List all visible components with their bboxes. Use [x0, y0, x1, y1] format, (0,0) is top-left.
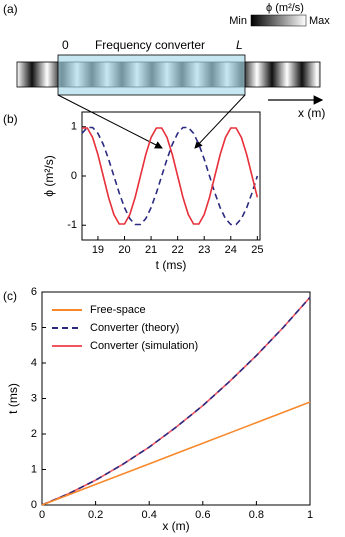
- pointer: [57, 94, 163, 149]
- y-tick-label: 4: [31, 357, 37, 369]
- x-tick-label: 20: [118, 244, 130, 256]
- colorbar: [250, 14, 307, 27]
- pointer: [194, 94, 246, 149]
- line-series: [41, 296, 311, 506]
- y-tick-label: 6: [31, 286, 37, 298]
- x-axis-label: x (m): [162, 519, 189, 533]
- x-tick-label: 24: [225, 244, 237, 256]
- panel-label: (a): [3, 2, 18, 16]
- line-series: [82, 127, 259, 225]
- x-tick-label: 0.6: [195, 509, 210, 521]
- y-tick-label: 3: [31, 392, 37, 404]
- line-series: [41, 401, 311, 506]
- y-tick-label: 0: [71, 170, 77, 182]
- x-tick-label: 23: [198, 244, 210, 256]
- y-axis-label: ϕ (m²/s): [42, 155, 56, 196]
- legend-label: Free-space: [90, 304, 146, 316]
- y-tick-label: 0: [31, 499, 37, 511]
- x-tick-label: 19: [92, 244, 104, 256]
- plot-frame: [81, 111, 261, 241]
- panel-label: (b): [3, 112, 18, 126]
- x-tick-label: 0.4: [142, 509, 157, 521]
- y-tick-label: 1: [71, 121, 77, 133]
- converter-label: Frequency converter: [95, 38, 205, 52]
- x-axis-label: x (m): [298, 106, 325, 120]
- y-tick-label: 1: [31, 463, 37, 475]
- legend-label: Converter (simulation): [90, 340, 198, 352]
- x-tick-label: 1: [307, 509, 313, 521]
- line-series: [81, 126, 259, 226]
- x-tick-label: 22: [172, 244, 184, 256]
- panel-a: (a) ϕ (m²/s) Min Max 0 Frequency convert…: [3, 2, 330, 149]
- colorbar-max: Max: [309, 15, 330, 27]
- x-tick-label: 0: [39, 509, 45, 521]
- x-tick-label: 0.2: [88, 509, 103, 521]
- converter-box: [57, 54, 246, 96]
- colorbar-min: Min: [229, 15, 247, 27]
- y-tick-label: 2: [31, 428, 37, 440]
- x-tick-label: 21: [145, 244, 157, 256]
- start-label: 0: [62, 38, 69, 52]
- panel-label: (c): [3, 289, 17, 303]
- y-axis-label: t (ms): [6, 383, 20, 414]
- y-tick-label: -1: [67, 219, 77, 231]
- y-tick-label: 5: [31, 321, 37, 333]
- x-tick-label: 25: [251, 244, 263, 256]
- end-label: L: [236, 38, 243, 52]
- x-tick-label: 0.8: [249, 509, 264, 521]
- x-axis-label: t (ms): [156, 258, 187, 272]
- legend-label: Converter (theory): [90, 322, 179, 334]
- colorbar-title: ϕ (m²/s): [266, 2, 304, 14]
